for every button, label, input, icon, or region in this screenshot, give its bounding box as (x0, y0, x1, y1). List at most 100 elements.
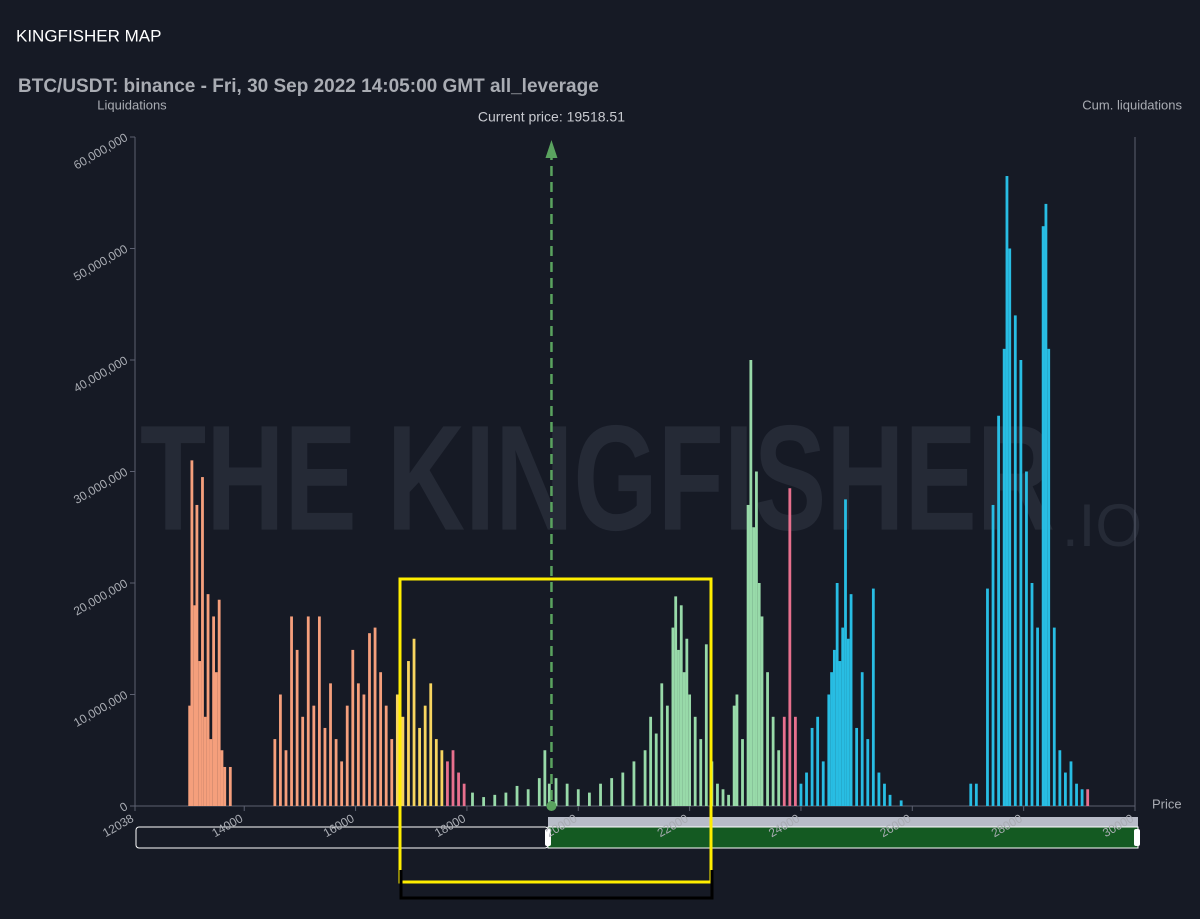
bar (782, 716, 786, 806)
bar (423, 705, 427, 806)
bar (201, 477, 204, 806)
bar (827, 694, 831, 806)
bar (547, 783, 551, 806)
bar (273, 739, 277, 806)
bar (610, 778, 614, 806)
bar (537, 778, 541, 806)
bar (832, 649, 836, 806)
bar (760, 616, 764, 806)
bar (777, 750, 781, 806)
bar (203, 716, 207, 806)
bracket (399, 870, 714, 900)
bar (206, 594, 210, 806)
bar (835, 583, 839, 806)
bar (621, 772, 625, 806)
bars (188, 176, 1090, 806)
bar (1030, 583, 1034, 806)
range-slider-selection[interactable] (547, 826, 1139, 849)
bar (844, 499, 847, 806)
bar (588, 792, 591, 806)
bar (838, 661, 842, 806)
bar (440, 750, 444, 806)
bar (830, 672, 833, 806)
bar (1025, 471, 1028, 806)
bar (727, 794, 730, 806)
bar (1086, 789, 1090, 806)
bar (493, 794, 497, 806)
bar (741, 739, 744, 806)
bar (749, 360, 753, 806)
bar (301, 716, 305, 806)
bar (771, 716, 775, 806)
bar (1008, 248, 1012, 806)
bar (846, 638, 850, 806)
bar (974, 783, 978, 806)
bar (526, 789, 530, 806)
bar (665, 705, 669, 806)
bar (429, 683, 433, 806)
bar (716, 783, 719, 806)
bar (317, 616, 321, 806)
bar (735, 694, 739, 806)
bar (685, 638, 689, 806)
bar (841, 627, 845, 806)
bar (986, 588, 989, 806)
bar (883, 783, 886, 806)
bar (599, 783, 602, 806)
bar (1019, 360, 1023, 806)
bar (1044, 203, 1048, 806)
range-slider-handle[interactable] (1134, 829, 1140, 846)
bar (1047, 348, 1051, 806)
range-slider-bar[interactable] (548, 817, 1138, 827)
bar (379, 672, 383, 806)
bar (866, 739, 870, 806)
bar (899, 800, 903, 806)
bar (188, 705, 192, 806)
bar (755, 471, 758, 806)
bar (682, 672, 686, 806)
bar (195, 504, 199, 806)
bar (334, 739, 338, 806)
bar (1080, 789, 1084, 806)
bar (1041, 226, 1045, 806)
bar (329, 683, 332, 806)
bar (368, 633, 371, 806)
current-price-dot (546, 801, 557, 811)
bar (220, 750, 224, 806)
bar (323, 727, 327, 806)
bar (446, 761, 449, 806)
bar (991, 504, 995, 806)
bar (810, 727, 814, 806)
bar (677, 649, 680, 806)
bar (217, 599, 221, 806)
bar (362, 694, 366, 806)
bar (888, 794, 892, 806)
bar (643, 750, 647, 806)
bar (997, 415, 1001, 806)
bar (223, 766, 227, 806)
bar (752, 527, 756, 806)
bar (849, 594, 853, 806)
bar (793, 716, 797, 806)
bar (543, 750, 547, 806)
bar (693, 716, 697, 806)
bar (457, 772, 460, 806)
bar (190, 460, 194, 806)
x-axis-label: Price (1152, 796, 1182, 811)
bar (198, 661, 202, 806)
bar (688, 694, 692, 806)
bar (1064, 772, 1067, 806)
bar (212, 616, 216, 806)
bar (660, 683, 664, 806)
bar (209, 739, 213, 806)
bar (679, 605, 683, 806)
bar (482, 797, 486, 806)
range-slider-handle[interactable] (545, 829, 551, 846)
bar (766, 672, 769, 806)
current-price-arrow (545, 140, 558, 158)
bar (384, 705, 388, 806)
bar (407, 661, 410, 806)
bar (576, 789, 580, 806)
bar (757, 583, 761, 806)
